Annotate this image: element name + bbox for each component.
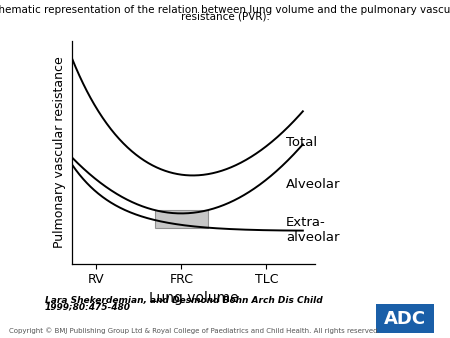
Text: Copyright © BMJ Publishing Group Ltd & Royal College of Paediatrics and Child He: Copyright © BMJ Publishing Group Ltd & R… [9, 327, 380, 334]
Text: Total: Total [286, 136, 317, 149]
Text: Alveolar: Alveolar [286, 178, 340, 191]
X-axis label: Lung volume: Lung volume [148, 291, 238, 305]
Bar [155, 210, 208, 228]
Text: Lara Shekerdemian, and Desmond Bohn Arch Dis Child: Lara Shekerdemian, and Desmond Bohn Arch… [45, 296, 323, 305]
Text: Schematic representation of the relation between lung volume and the pulmonary v: Schematic representation of the relation… [0, 5, 450, 15]
Y-axis label: Pulmonary vascular resistance: Pulmonary vascular resistance [54, 56, 67, 248]
Text: Extra-
alveolar: Extra- alveolar [286, 216, 339, 244]
Text: resistance (PVR).: resistance (PVR). [180, 12, 270, 22]
Text: 1999;80:475-480: 1999;80:475-480 [45, 303, 131, 312]
Text: ADC: ADC [384, 310, 426, 328]
